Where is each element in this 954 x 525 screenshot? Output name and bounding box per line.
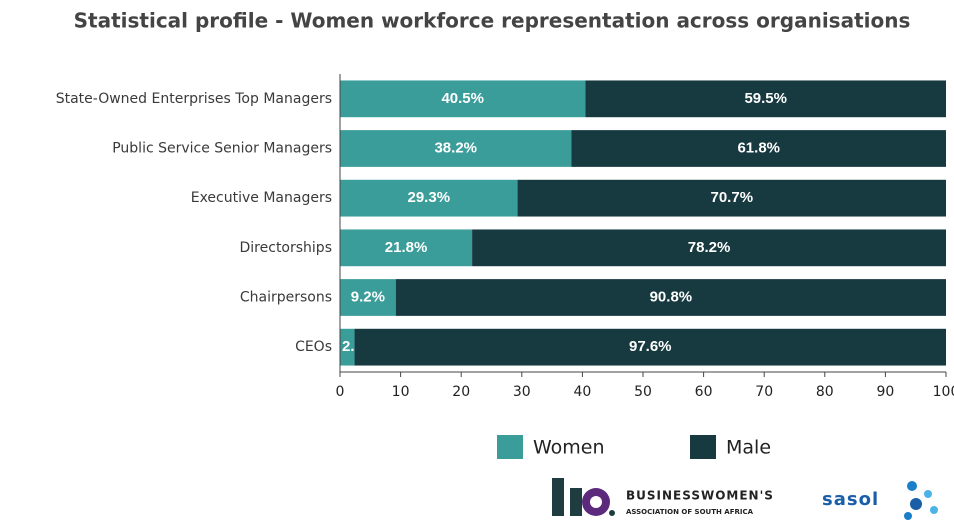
bar-segment xyxy=(340,130,572,167)
bar-segment xyxy=(340,279,396,316)
value-label: 59.5% xyxy=(744,90,787,107)
category-label: State-Owned Enterprises Top Managers xyxy=(56,91,332,107)
bar-segment xyxy=(340,229,473,267)
bar-segment xyxy=(340,80,586,118)
value-label: 21.8% xyxy=(385,239,428,256)
bar-segment xyxy=(354,328,946,366)
x-tick-label: 0 xyxy=(336,384,345,400)
logo-text: ASSOCIATION OF SOUTH AFRICA xyxy=(626,508,754,516)
bwasa-logo: BUSINESSWOMEN'S ASSOCIATION OF SOUTH AFR… xyxy=(552,478,774,516)
category-label: CEOs xyxy=(295,339,332,355)
x-tick-label: 40 xyxy=(573,384,591,400)
category-label: Chairpersons xyxy=(240,290,332,306)
x-tick-label: 20 xyxy=(452,384,470,400)
x-tick-label: 10 xyxy=(392,384,410,400)
logo-shape xyxy=(907,481,917,491)
x-tick-label: 80 xyxy=(816,384,834,400)
value-label: 61.8% xyxy=(737,139,780,156)
value-label: 29.3% xyxy=(408,189,451,206)
logo-shape xyxy=(609,510,615,516)
value-label: 40.5% xyxy=(441,90,484,107)
x-tick-label: 50 xyxy=(634,384,652,400)
bar-segment xyxy=(571,130,946,167)
bar-segment xyxy=(395,279,946,316)
legend-swatch xyxy=(690,435,716,459)
category-label: Directorships xyxy=(240,240,332,256)
x-tick-label: 90 xyxy=(876,384,894,400)
x-tick-label: 70 xyxy=(755,384,773,400)
category-label: Public Service Senior Managers xyxy=(112,141,332,157)
bar-segment xyxy=(340,328,355,366)
logo-shape xyxy=(904,512,912,520)
bar-segment xyxy=(472,229,946,267)
x-tick-label: 100 xyxy=(933,384,954,400)
value-label: 70.7% xyxy=(711,189,754,206)
legend-label: Male xyxy=(726,437,771,459)
logo-text: BUSINESSWOMEN'S xyxy=(626,489,774,503)
value-label: 38.2% xyxy=(434,139,477,156)
legend-label: Women xyxy=(533,437,605,459)
x-tick-label: 30 xyxy=(513,384,531,400)
bar-segment xyxy=(585,80,946,118)
value-label: 90.8% xyxy=(650,288,693,305)
logo-shape xyxy=(930,506,938,514)
logo-shape xyxy=(924,490,932,498)
logo-text: sasol xyxy=(822,489,879,510)
logo-shape xyxy=(910,498,922,510)
sasol-logo: sasol xyxy=(822,481,938,520)
chart-title: Statistical profile - Women workforce re… xyxy=(74,9,911,33)
value-label: 78.2% xyxy=(688,239,731,256)
x-tick-label: 60 xyxy=(695,384,713,400)
logo-shape xyxy=(590,496,602,508)
category-label: Executive Managers xyxy=(191,190,332,206)
bar-segment xyxy=(340,179,518,217)
bar-segment xyxy=(517,179,946,217)
logo-shape xyxy=(552,478,564,516)
value-label: 9.2% xyxy=(351,288,385,305)
legend-swatch xyxy=(497,435,523,459)
logo-shape xyxy=(570,488,582,516)
value-label: 97.6% xyxy=(629,338,672,355)
